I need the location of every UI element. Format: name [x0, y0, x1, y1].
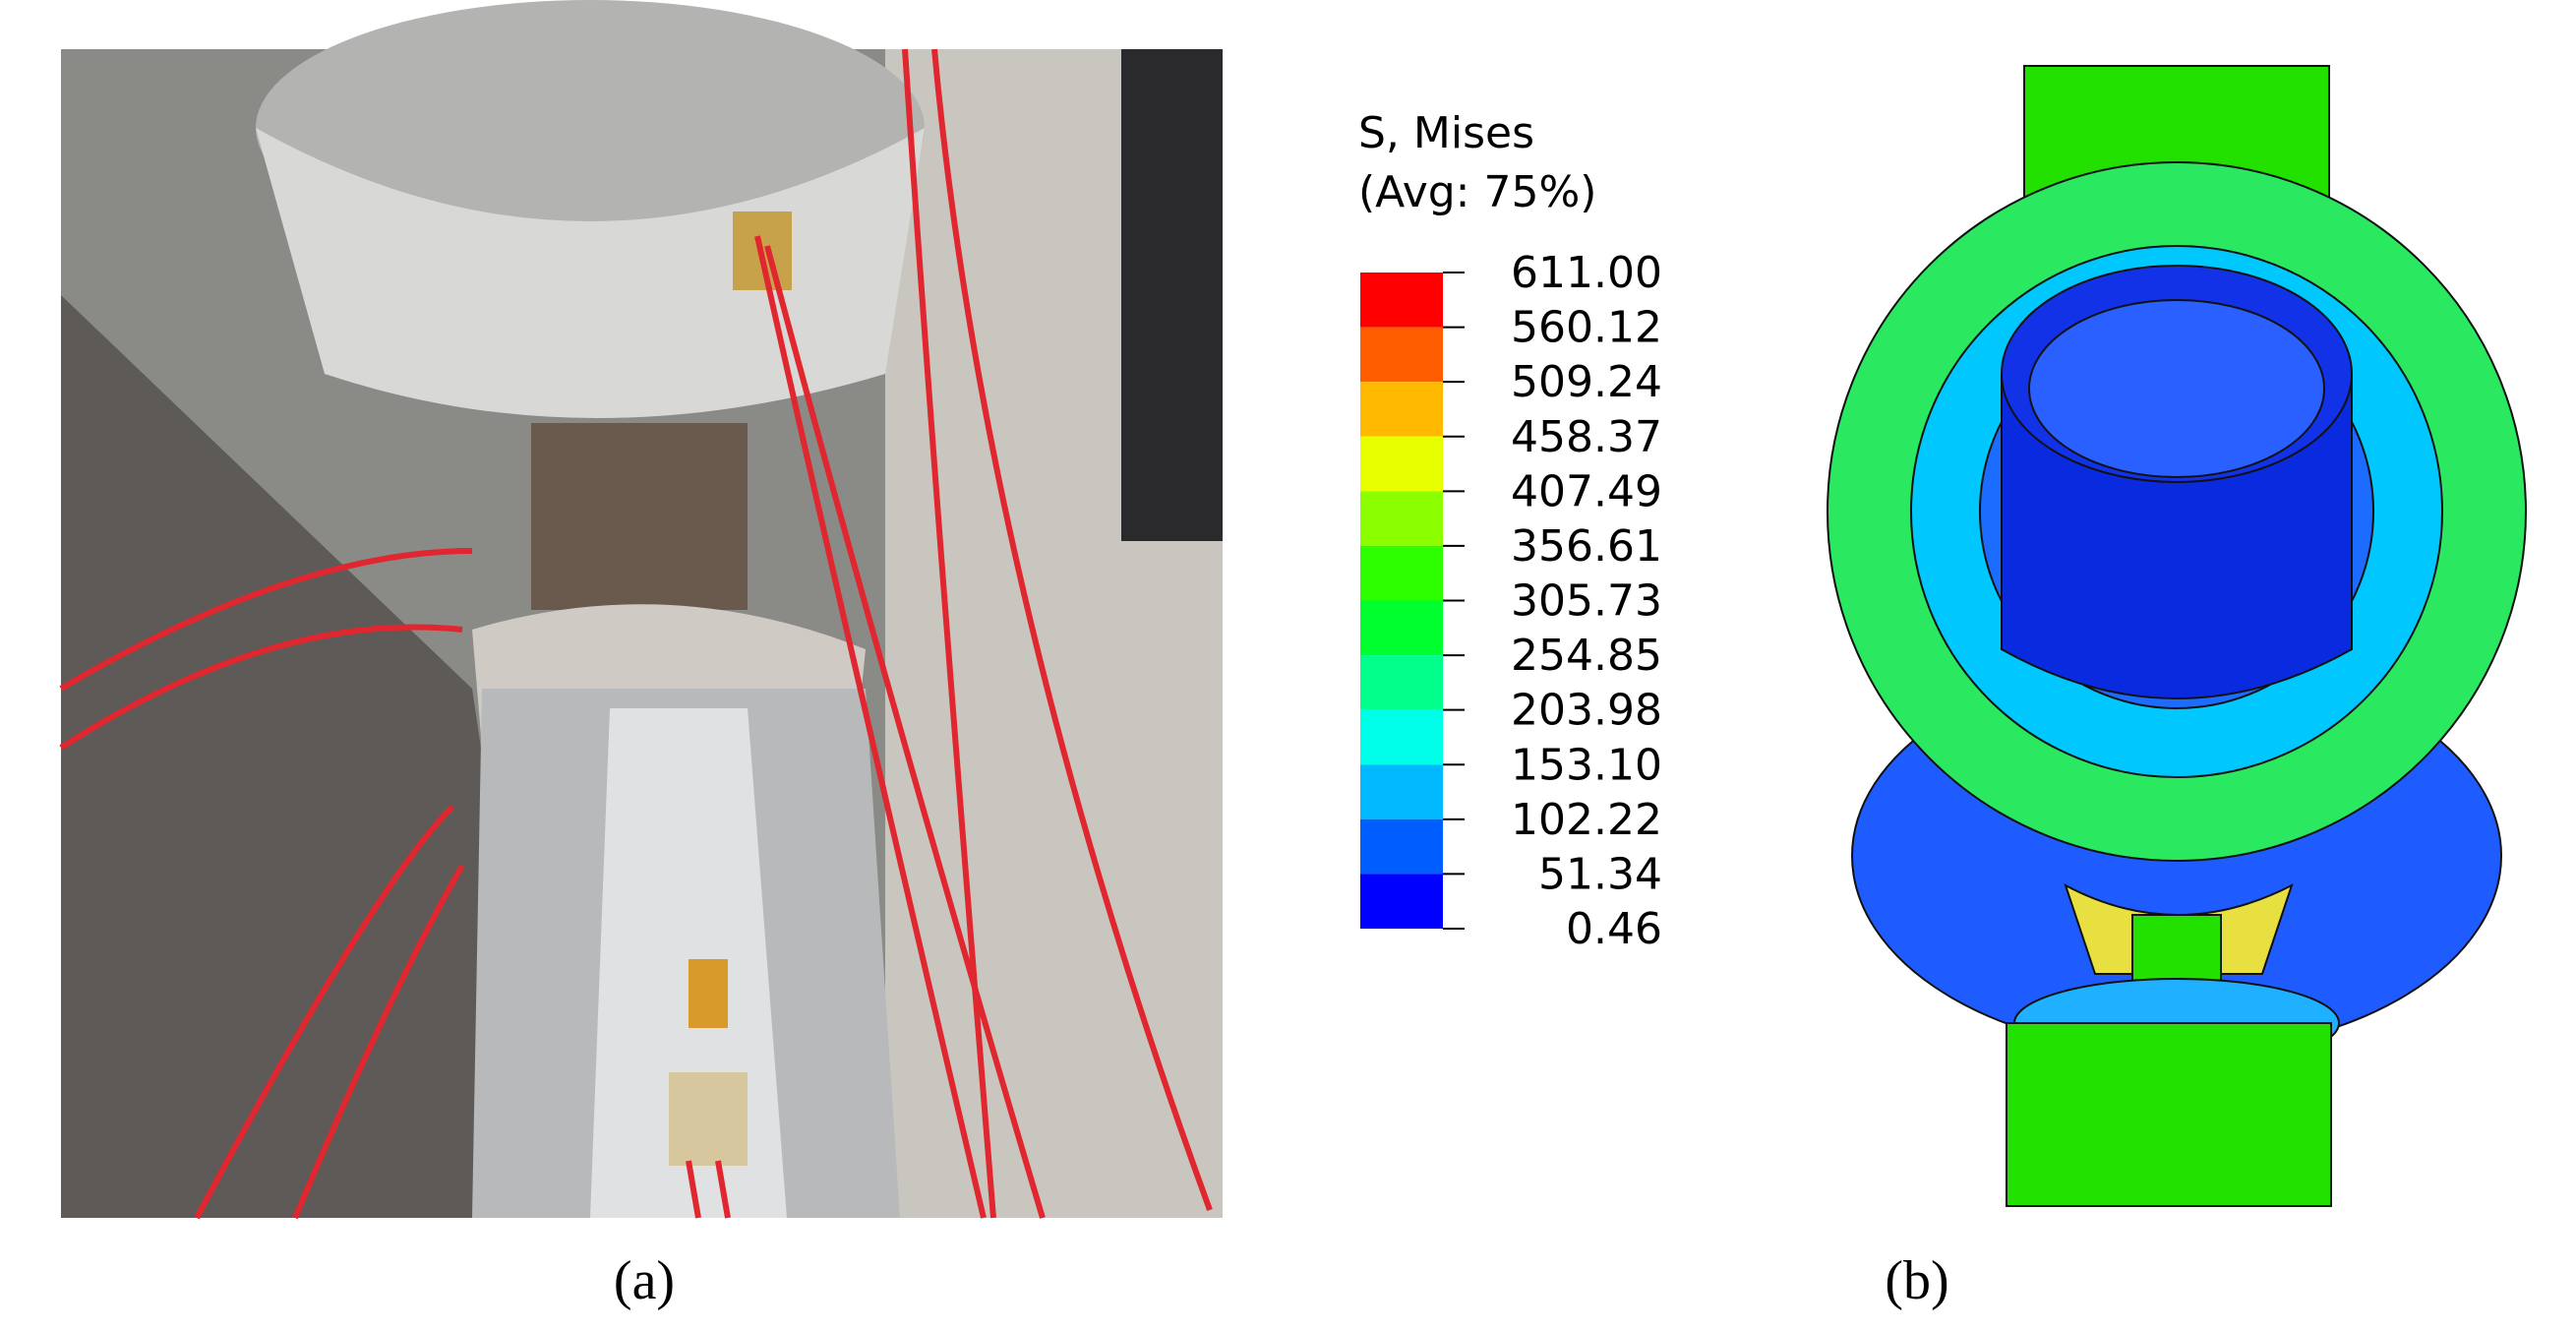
- legend-label: 0.46: [1566, 904, 1662, 954]
- legend-swatch: [1360, 709, 1443, 765]
- legend-swatch: [1360, 655, 1443, 710]
- legend-label: 560.12: [1511, 303, 1662, 353]
- legend-swatch: [1360, 436, 1443, 492]
- legend-swatch: [1360, 272, 1443, 328]
- legend: 611.00560.12509.24458.37407.49356.61305.…: [1360, 248, 1662, 954]
- legend-label: 305.73: [1511, 576, 1662, 627]
- legend-swatch: [1360, 382, 1443, 437]
- legend-label: 254.85: [1511, 631, 1662, 681]
- legend-label: 407.49: [1511, 466, 1662, 516]
- legend-label: 51.34: [1538, 849, 1662, 899]
- legend-label: 611.00: [1511, 248, 1662, 298]
- fe-model: [1827, 65, 2527, 1207]
- legend-label: 356.61: [1511, 521, 1662, 572]
- legend-swatch: [1360, 545, 1443, 601]
- legend-label: 102.22: [1511, 795, 1662, 845]
- legend-title: S, Mises: [1358, 108, 1534, 158]
- legend-label: 458.37: [1511, 412, 1662, 462]
- legend-label: 509.24: [1511, 357, 1662, 407]
- legend-label: 203.98: [1511, 686, 1662, 736]
- panel-label: (b): [1885, 1250, 1948, 1311]
- legend-swatch: [1360, 491, 1443, 546]
- legend-swatch: [1360, 818, 1443, 875]
- legend-label: 153.10: [1511, 740, 1662, 790]
- legend-swatch: [1360, 764, 1443, 819]
- photo: [59, 0, 1223, 1220]
- legend-swatch: [1360, 600, 1443, 656]
- legend-title: (Avg: 75%): [1358, 167, 1596, 217]
- legend-swatch: [1360, 327, 1443, 383]
- panel-label: (a): [614, 1250, 675, 1311]
- legend-swatch: [1360, 874, 1443, 929]
